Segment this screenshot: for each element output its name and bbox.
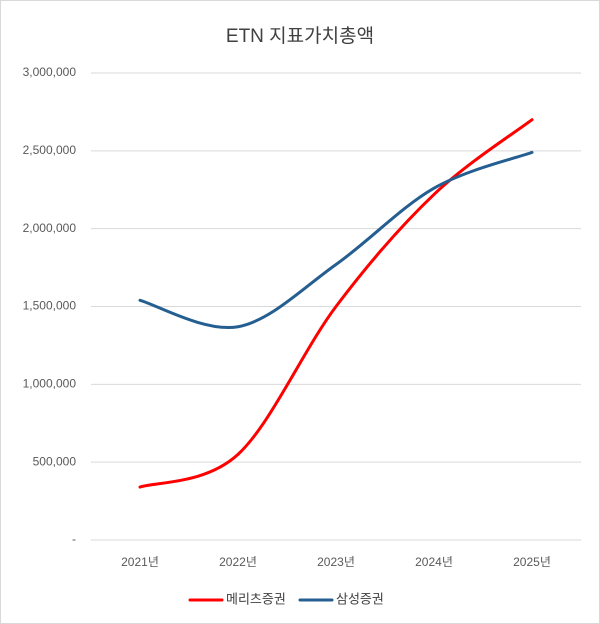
y-tick-label: 2,000,000 <box>23 221 77 235</box>
legend-label: 메리츠증권 <box>226 591 286 606</box>
legend-label: 삼성증권 <box>336 591 384 606</box>
x-tick-label: 2022년 <box>219 555 257 569</box>
x-tick-label: 2021년 <box>121 555 159 569</box>
y-tick-label: 1,500,000 <box>23 299 77 313</box>
chart-title: ETN 지표가치총액 <box>226 25 374 47</box>
y-tick-label: 3,000,000 <box>23 65 77 79</box>
x-tick-label: 2024년 <box>415 555 453 569</box>
y-tick-label: - <box>72 532 76 546</box>
line <box>138 150 534 330</box>
x-tick-label: 2025년 <box>513 555 551 569</box>
y-tick-label: 500,000 <box>33 454 77 468</box>
line <box>138 118 534 489</box>
x-tick-label: 2023년 <box>317 555 355 569</box>
y-tick-label: 1,000,000 <box>23 377 77 391</box>
y-tick-label: 2,500,000 <box>23 143 77 157</box>
